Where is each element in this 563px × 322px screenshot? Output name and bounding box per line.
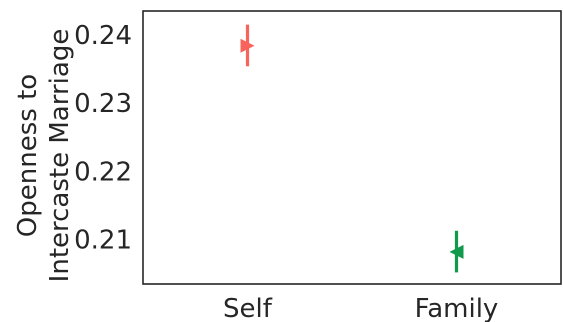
- plot-frame: [142, 10, 562, 285]
- y-tick-label: 0.23: [74, 89, 132, 119]
- y-tick-label: 0.24: [74, 21, 132, 51]
- data-point: [449, 244, 464, 259]
- data-point: [240, 38, 255, 53]
- x-tick-label: Family: [415, 294, 499, 322]
- y-tick-label: 0.21: [74, 226, 132, 256]
- y-axis-label-line-1: Openness to: [13, 74, 43, 237]
- y-axis-ticks: 0.21 0.22 0.23 0.24: [74, 21, 132, 256]
- y-axis-label-line-2: Intercaste Marriage: [45, 29, 75, 283]
- x-axis-ticks: Self Family: [223, 294, 498, 322]
- x-tick-label: Self: [223, 294, 273, 322]
- y-tick-label: 0.22: [74, 157, 132, 187]
- data-points: [240, 24, 464, 273]
